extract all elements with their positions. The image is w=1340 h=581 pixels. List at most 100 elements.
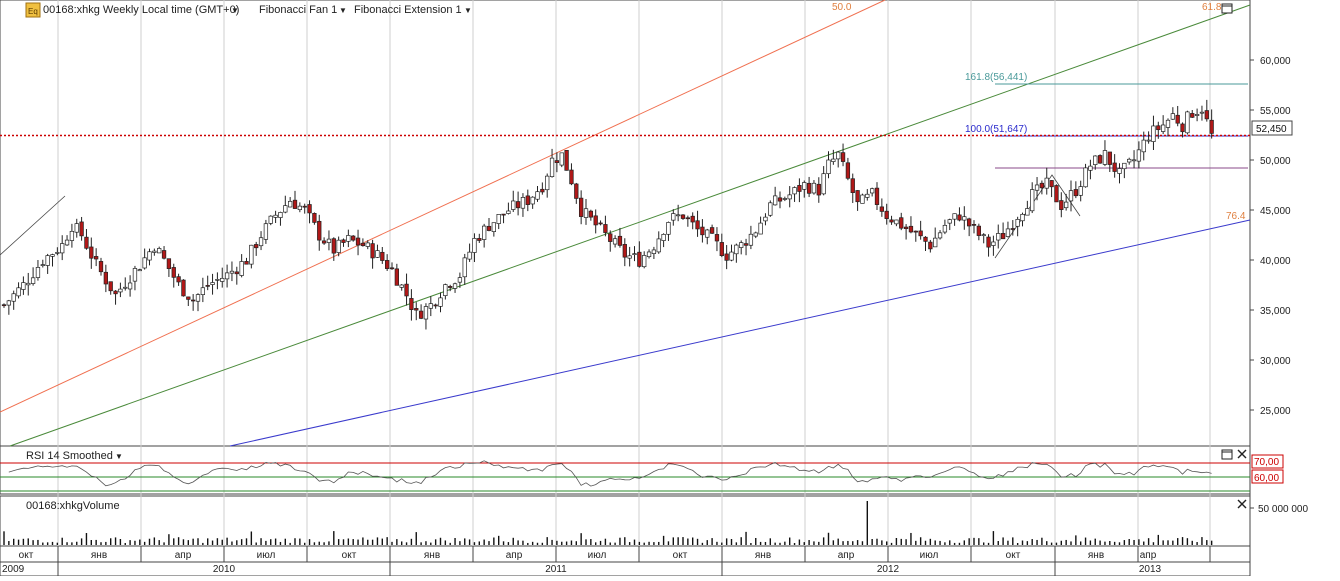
candle-body — [627, 255, 632, 259]
candle-body — [1010, 228, 1015, 230]
candle-body — [642, 255, 647, 268]
volume-close-icon[interactable] — [1237, 499, 1247, 509]
candle-body — [1049, 180, 1054, 188]
candle-body — [889, 219, 894, 223]
rsi-title[interactable]: RSI 14 Smoothed — [26, 450, 113, 462]
candle-body — [743, 243, 749, 246]
y-tick-label: 60,000 — [1260, 56, 1291, 67]
study-extension[interactable]: Fibonacci Extension 1 — [354, 4, 462, 16]
candle-body — [389, 267, 395, 270]
candle-body — [1165, 119, 1171, 128]
candle-body — [806, 182, 812, 194]
candle-body — [312, 213, 317, 223]
candle-body — [1078, 186, 1083, 196]
y-tick-label: 35,000 — [1260, 306, 1291, 317]
candle-body — [351, 235, 356, 241]
candle-body — [79, 221, 84, 237]
candle-body — [462, 257, 467, 278]
volume-title[interactable]: 00168:xhkgVolume — [26, 500, 120, 512]
volume-bars — [3, 501, 1213, 545]
candle-body — [93, 256, 99, 260]
candle-body — [283, 205, 288, 213]
candle-body — [719, 242, 724, 256]
candle-body — [622, 244, 627, 258]
rsi-close-icon[interactable] — [1237, 449, 1247, 459]
study-extension-dropdown-icon[interactable]: ▼ — [464, 6, 472, 15]
x-year-label: 2010 — [213, 564, 236, 575]
candle-body — [16, 287, 21, 297]
rsi-dropdown-icon[interactable]: ▼ — [115, 452, 123, 461]
candle-body — [656, 238, 661, 253]
y-tick-label: 40,000 — [1260, 256, 1291, 267]
candle-body — [879, 206, 884, 212]
candle-body — [1097, 155, 1103, 164]
candle-body — [331, 238, 336, 254]
x-month-label: окт — [19, 550, 34, 561]
candle-body — [210, 282, 215, 285]
candle-body — [1185, 111, 1190, 134]
candle-body — [35, 267, 41, 278]
candle-body — [918, 230, 923, 237]
candle-body — [394, 268, 399, 286]
candle-body — [908, 225, 914, 233]
candle-body — [191, 299, 196, 302]
candle-body — [1156, 125, 1161, 131]
x-month-label: окт — [1006, 550, 1021, 561]
candle-body — [991, 241, 996, 246]
candle-body — [1044, 177, 1049, 189]
x-axis-labels: окт янв апр июл окт янв апр июл окт янв апр июл окт я… — [0, 546, 1250, 576]
candle-body — [612, 238, 618, 245]
candle-body — [50, 254, 55, 257]
candle-body — [11, 293, 16, 302]
candle-body — [152, 250, 157, 253]
candle-body — [632, 253, 637, 255]
candle-body — [569, 169, 574, 185]
candle-body — [132, 268, 138, 282]
candle-body — [249, 244, 254, 265]
symbol-icon[interactable] — [25, 2, 41, 18]
last-price-label: 52,450 — [1256, 124, 1287, 135]
x-month-label: окт — [342, 550, 357, 561]
study-fan-dropdown-icon[interactable]: ▼ — [339, 6, 347, 15]
candle-body — [1131, 159, 1137, 162]
candle-body — [666, 222, 671, 235]
symbol-dropdown-icon[interactable]: ▼ — [231, 6, 239, 15]
candle-body — [797, 185, 802, 192]
candle-body — [496, 214, 501, 224]
candle-body — [899, 217, 904, 229]
candle-body — [375, 250, 380, 258]
x-year-label: 2012 — [877, 564, 900, 575]
candle-body — [166, 258, 172, 269]
candle-body — [1136, 149, 1142, 162]
candle-body — [525, 195, 530, 205]
x-year-label: 2013 — [1139, 564, 1162, 575]
candle-body — [966, 218, 972, 227]
candle-body — [346, 235, 351, 242]
candle-body — [142, 257, 147, 269]
maximize-icon[interactable] — [1221, 3, 1233, 14]
candle-body — [1209, 119, 1214, 134]
rsi-maximize-icon[interactable] — [1221, 449, 1233, 460]
study-fan[interactable]: Fibonacci Fan 1 — [259, 4, 337, 16]
candle-body — [564, 149, 569, 171]
candle-body — [244, 261, 249, 265]
candle-body — [84, 236, 89, 249]
x-month-label: янв — [755, 550, 771, 561]
candle-body — [423, 306, 429, 320]
candle-body — [1059, 200, 1064, 210]
candle-body — [695, 220, 700, 230]
y-tick-label: 25,000 — [1260, 406, 1291, 417]
candle-body — [540, 188, 545, 193]
candle-body — [588, 210, 593, 218]
candle-body — [200, 287, 206, 295]
x-month-label: апр — [175, 550, 192, 561]
symbol-title[interactable]: 00168:xhkg Weekly Local time (GMT+0) — [43, 4, 239, 16]
candle-body — [714, 234, 720, 242]
fibonacci-fan: 50.0 61.8 76.4 — [0, 0, 1251, 447]
ext-label-1618: 161.8(56,441) — [965, 72, 1027, 83]
candle-body — [511, 200, 516, 210]
candle-body — [26, 282, 31, 286]
candle-body — [438, 297, 443, 307]
candle-body — [1025, 208, 1030, 216]
candle-body — [60, 243, 65, 254]
